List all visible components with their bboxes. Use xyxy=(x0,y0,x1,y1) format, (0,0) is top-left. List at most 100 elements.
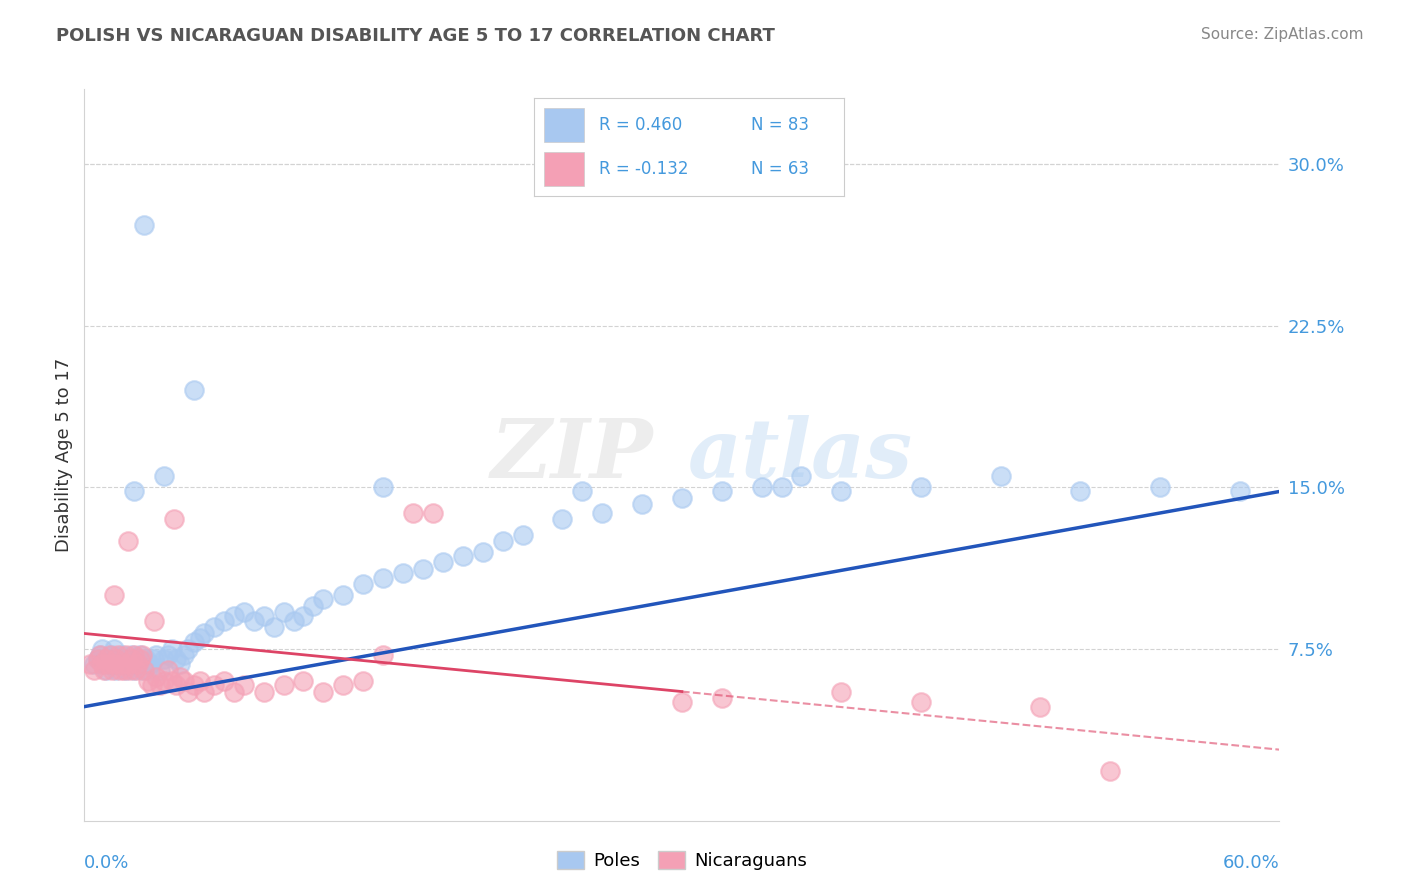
Point xyxy=(242,614,264,628)
Text: R = 0.460: R = 0.460 xyxy=(599,116,682,134)
Point xyxy=(292,673,315,688)
Point xyxy=(302,599,325,613)
Point xyxy=(253,609,276,624)
Point xyxy=(551,512,574,526)
Point xyxy=(1149,480,1171,494)
Point xyxy=(131,663,153,677)
Point xyxy=(145,669,167,683)
Point xyxy=(1099,764,1122,779)
Point xyxy=(131,648,153,662)
Point xyxy=(193,684,215,698)
Point xyxy=(98,657,121,671)
Point xyxy=(990,469,1012,483)
Point xyxy=(751,480,773,494)
Point xyxy=(253,684,276,698)
Point xyxy=(451,549,474,563)
Point xyxy=(122,648,145,662)
Point xyxy=(157,663,180,677)
Point xyxy=(371,648,394,662)
Point xyxy=(202,620,225,634)
Point xyxy=(352,577,374,591)
Point xyxy=(169,657,191,671)
Point xyxy=(283,614,305,628)
Point xyxy=(312,592,335,607)
Text: N = 83: N = 83 xyxy=(751,116,808,134)
Text: 60.0%: 60.0% xyxy=(1223,854,1279,871)
Point xyxy=(97,657,120,671)
Point xyxy=(121,648,143,662)
Point xyxy=(830,684,852,698)
Point xyxy=(112,663,135,677)
Point xyxy=(120,657,142,671)
Point xyxy=(83,657,105,671)
Point xyxy=(163,512,186,526)
Point xyxy=(183,384,205,398)
Point xyxy=(312,684,335,698)
Point xyxy=(910,480,932,494)
Point xyxy=(79,657,101,671)
Point xyxy=(103,657,125,671)
Point xyxy=(165,652,187,666)
Point xyxy=(371,480,394,494)
Point xyxy=(122,484,145,499)
Point xyxy=(432,556,454,570)
Point xyxy=(91,641,114,656)
Point xyxy=(97,652,120,666)
Point xyxy=(149,678,172,692)
Point xyxy=(512,527,534,541)
Point xyxy=(129,652,152,666)
Point xyxy=(332,588,354,602)
Point xyxy=(143,614,166,628)
Point xyxy=(222,609,245,624)
Point xyxy=(117,657,139,671)
Point xyxy=(96,652,118,666)
Point xyxy=(591,506,613,520)
Point xyxy=(173,648,195,662)
Text: 0.0%: 0.0% xyxy=(84,854,129,871)
Point xyxy=(770,480,793,494)
Point xyxy=(153,469,176,483)
Point xyxy=(117,533,139,548)
Point xyxy=(110,663,132,677)
Point xyxy=(127,652,149,666)
Point xyxy=(202,678,225,692)
Point xyxy=(710,691,733,706)
Point xyxy=(103,641,125,656)
Point xyxy=(143,652,166,666)
Text: R = -0.132: R = -0.132 xyxy=(599,161,689,178)
Point xyxy=(412,562,434,576)
FancyBboxPatch shape xyxy=(544,152,583,186)
Point xyxy=(115,663,138,677)
Point xyxy=(631,497,654,511)
Point xyxy=(98,648,121,662)
Point xyxy=(132,663,156,677)
Point xyxy=(292,609,315,624)
Point xyxy=(110,652,132,666)
Text: atlas: atlas xyxy=(688,415,912,495)
Point xyxy=(87,652,110,666)
Point xyxy=(492,533,515,548)
Point xyxy=(96,663,118,677)
Point xyxy=(103,588,125,602)
Point xyxy=(91,657,114,671)
Point xyxy=(222,684,245,698)
Point xyxy=(165,678,187,692)
Point xyxy=(422,506,444,520)
Point xyxy=(145,648,167,662)
Point xyxy=(135,652,157,666)
Point xyxy=(273,605,295,619)
Point xyxy=(212,673,235,688)
Point xyxy=(830,484,852,499)
Y-axis label: Disability Age 5 to 17: Disability Age 5 to 17 xyxy=(55,358,73,552)
FancyBboxPatch shape xyxy=(544,108,583,142)
Point xyxy=(112,657,135,671)
Point xyxy=(910,695,932,709)
Point xyxy=(111,657,134,671)
Point xyxy=(332,678,354,692)
Point xyxy=(402,506,425,520)
Point xyxy=(232,678,254,692)
Text: Source: ZipAtlas.com: Source: ZipAtlas.com xyxy=(1201,27,1364,42)
Point xyxy=(101,648,124,662)
Point xyxy=(160,641,183,656)
Point xyxy=(107,648,129,662)
